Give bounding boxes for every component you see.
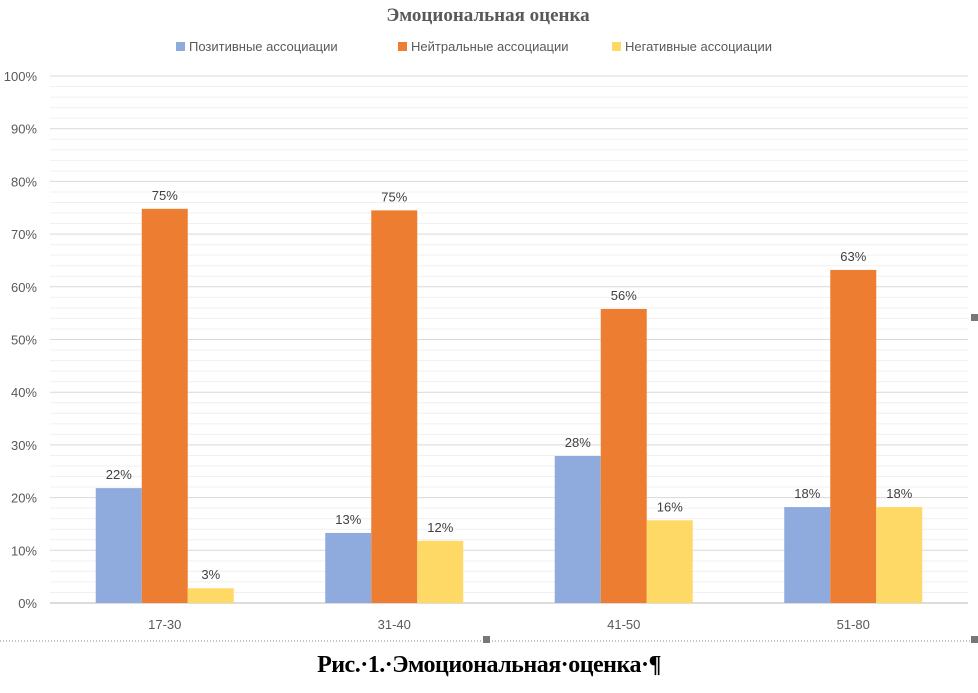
data-label: 22% (106, 467, 132, 482)
y-tick-label: 10% (11, 543, 37, 558)
legend: Позитивные ассоциации Нейтральные ассоциа… (176, 39, 772, 54)
bar (95, 488, 142, 603)
bar (141, 208, 188, 603)
y-tick-label: 0% (18, 596, 37, 611)
x-tick-label: 17-30 (148, 617, 181, 632)
figure-caption: Рис.·1.·Эмоциональная·оценка·¶ (317, 652, 661, 678)
x-tick-label: 41-50 (607, 617, 640, 632)
legend-swatch (398, 42, 407, 51)
y-axis: 0% 10% 20% 30% 40% 50% 60% 70% 80% 90% 100% (4, 69, 38, 611)
data-label: 18% (886, 486, 912, 501)
bar (646, 520, 693, 603)
y-tick-label: 50% (11, 333, 37, 348)
data-label: 3% (201, 567, 220, 582)
bar (830, 269, 877, 603)
legend-label: Негативные ассоциации (625, 39, 772, 54)
y-tick-label: 90% (11, 122, 37, 137)
bar (187, 588, 234, 603)
legend-label: Нейтральные ассоциации (411, 39, 569, 54)
bar (784, 507, 831, 603)
legend-swatch (176, 42, 185, 51)
y-tick-label: 20% (11, 491, 37, 506)
data-label: 63% (840, 249, 866, 264)
y-tick-label: 100% (4, 69, 38, 84)
bar (876, 507, 923, 603)
bar (417, 540, 464, 603)
bar (371, 210, 418, 603)
chart-title: Эмоциональная оценка (386, 5, 590, 26)
data-label: 75% (152, 188, 178, 203)
bars: 22% 75% 3% 13% 75% 12% 28% 56% 16% 18% 63% 18% (95, 188, 923, 603)
data-label: 16% (657, 499, 683, 514)
bar (554, 455, 601, 603)
y-tick-label: 30% (11, 438, 37, 453)
data-label: 13% (335, 512, 361, 527)
y-tick-label: 60% (11, 280, 37, 295)
resize-handle[interactable] (971, 636, 978, 643)
legend-label: Позитивные ассоциации (189, 39, 338, 54)
bar (600, 308, 647, 603)
data-label: 56% (611, 288, 637, 303)
resize-handle[interactable] (483, 636, 490, 643)
legend-swatch (612, 42, 621, 51)
data-label: 75% (381, 189, 407, 204)
y-tick-label: 70% (11, 227, 37, 242)
data-label: 28% (565, 435, 591, 450)
data-label: 18% (794, 486, 820, 501)
x-tick-label: 31-40 (378, 617, 411, 632)
resize-handle[interactable] (971, 314, 978, 321)
gridlines (50, 75, 968, 604)
y-tick-label: 40% (11, 385, 37, 400)
x-tick-label: 51-80 (837, 617, 870, 632)
y-tick-label: 80% (11, 174, 37, 189)
x-axis: 17-30 31-40 41-50 51-80 (148, 617, 870, 632)
bar (325, 532, 372, 603)
data-label: 12% (427, 520, 453, 535)
